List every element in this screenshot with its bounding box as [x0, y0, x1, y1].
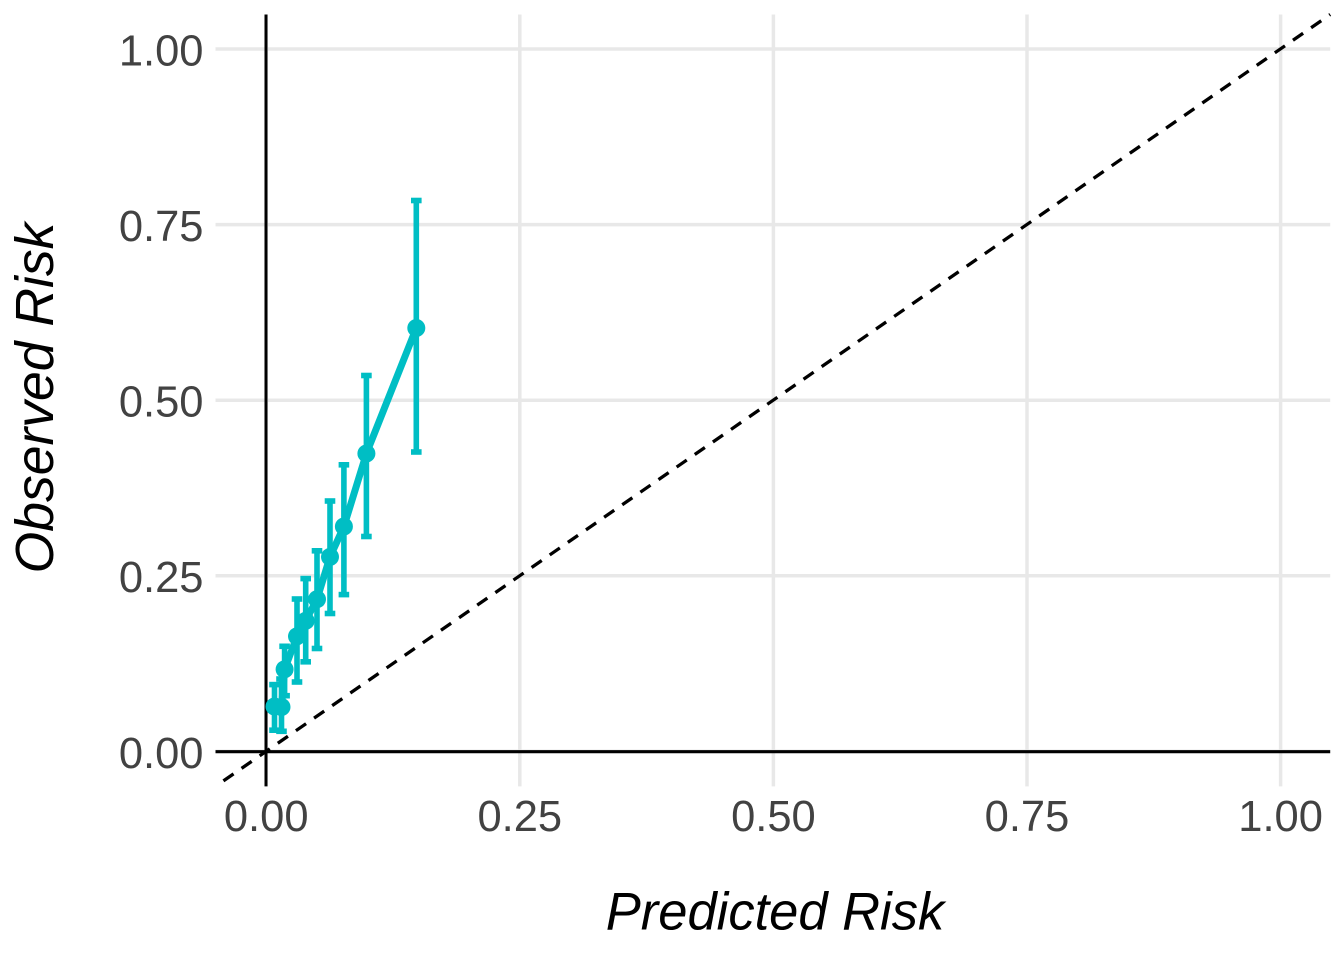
svg-text:0.00: 0.00	[224, 793, 309, 841]
svg-text:0.25: 0.25	[119, 554, 204, 602]
svg-text:0.75: 0.75	[985, 793, 1070, 841]
svg-text:Observed Risk: Observed Risk	[6, 220, 65, 573]
svg-text:0.50: 0.50	[119, 379, 204, 427]
svg-text:1.00: 1.00	[119, 28, 204, 76]
svg-text:0.25: 0.25	[477, 793, 562, 841]
svg-text:1.00: 1.00	[1238, 793, 1323, 841]
svg-text:0.75: 0.75	[119, 203, 204, 251]
svg-text:0.50: 0.50	[731, 793, 816, 841]
svg-text:Predicted Risk: Predicted Risk	[606, 883, 947, 942]
svg-text:0.00: 0.00	[119, 730, 204, 778]
